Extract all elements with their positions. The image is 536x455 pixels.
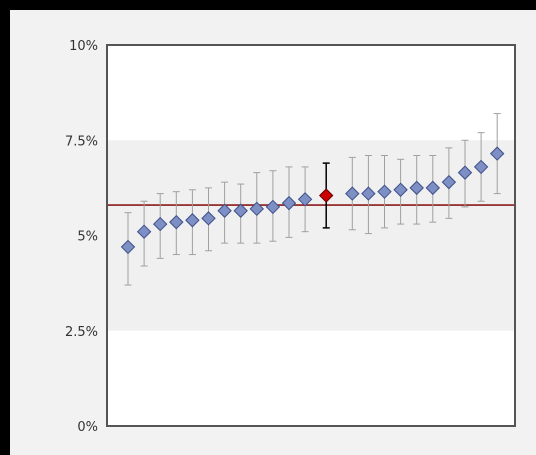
plot-border bbox=[106, 44, 516, 427]
data-point bbox=[249, 201, 265, 217]
data-point bbox=[201, 211, 216, 226]
background-bands bbox=[107, 140, 515, 331]
data-point bbox=[120, 239, 136, 255]
data-point bbox=[185, 213, 200, 228]
data-point bbox=[409, 180, 424, 196]
data-point bbox=[441, 174, 457, 190]
grid-band bbox=[107, 140, 515, 236]
data-point bbox=[489, 146, 505, 161]
grid-band bbox=[107, 235, 515, 331]
data-point bbox=[169, 214, 184, 230]
data-point bbox=[425, 180, 441, 196]
data-point bbox=[393, 182, 408, 197]
y-tick-label: 5% bbox=[77, 230, 98, 245]
data-points bbox=[120, 146, 505, 255]
data-point bbox=[457, 165, 473, 180]
data-point bbox=[377, 184, 392, 199]
y-tick-label: 7.5% bbox=[65, 134, 98, 149]
y-tick-label: 0% bbox=[77, 420, 98, 435]
y-axis-ticks: 0% 2.5% 5% 7.5% 10% bbox=[65, 39, 98, 435]
highlighted-data-point bbox=[318, 188, 334, 203]
data-point bbox=[473, 159, 489, 175]
data-point bbox=[297, 192, 313, 207]
data-point bbox=[281, 195, 297, 211]
data-point bbox=[217, 203, 232, 218]
y-tick-label: 10% bbox=[69, 39, 98, 54]
data-point bbox=[152, 216, 168, 232]
data-point bbox=[233, 203, 248, 218]
data-point bbox=[361, 186, 376, 201]
y-tick-label: 2.5% bbox=[65, 325, 98, 340]
data-point bbox=[136, 224, 152, 239]
data-point bbox=[345, 186, 360, 201]
data-point bbox=[265, 199, 281, 215]
